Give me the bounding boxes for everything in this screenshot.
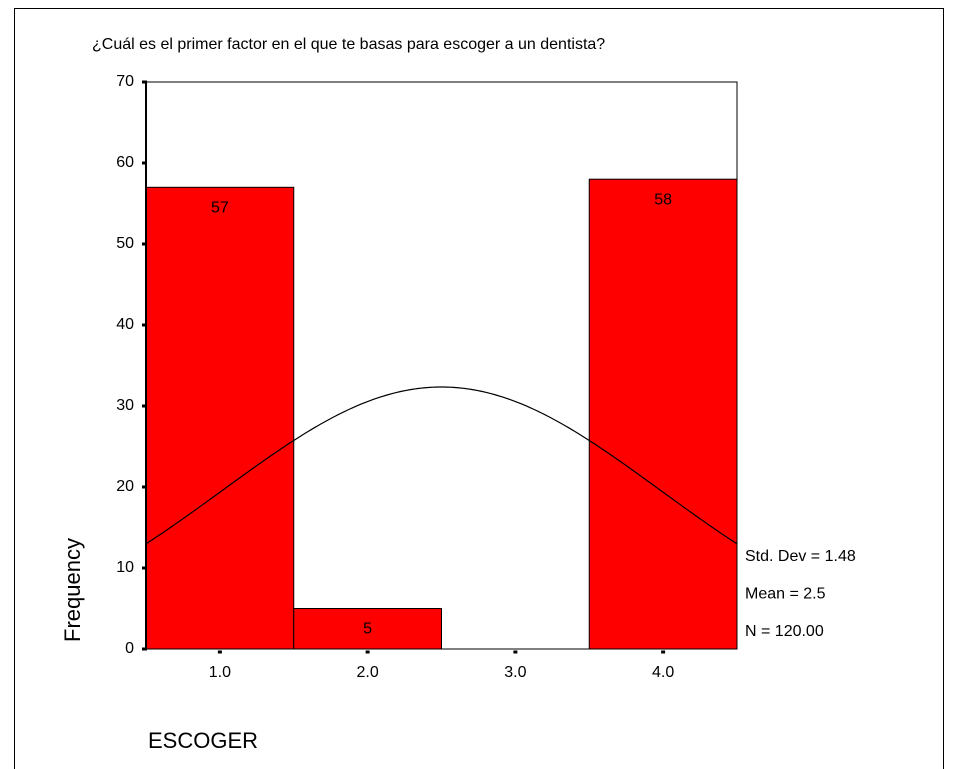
x-axis-label: ESCOGER: [148, 728, 258, 753]
y-tick-label: 10: [116, 559, 134, 576]
y-tick-label: 60: [116, 154, 134, 171]
bar: [145, 186, 295, 650]
y-axis-label: Frequency: [60, 538, 85, 642]
y-tick-label: 50: [116, 235, 134, 252]
data-label: 57: [211, 200, 229, 217]
bar: [588, 178, 738, 650]
x-tick-label: 3.0: [504, 664, 526, 681]
normal-curve: [145, 386, 738, 545]
y-tick-label: 40: [116, 316, 134, 333]
bar: [293, 608, 442, 650]
x-tick-label: 2.0: [357, 664, 379, 681]
data-label: 58: [654, 191, 672, 208]
data-label: 5: [363, 621, 372, 638]
y-tick-label: 70: [116, 73, 134, 90]
y-tick-label: 30: [116, 397, 134, 414]
y-tick-label: 20: [116, 478, 134, 495]
x-tick-label: 1.0: [209, 664, 231, 681]
stat-label: N = 120.00: [745, 623, 824, 640]
chart-title: ¿Cuál es el primer factor en el que te b…: [92, 36, 605, 53]
stat-label: Std. Dev = 1.48: [745, 548, 856, 565]
stat-label: Mean = 2.5: [745, 586, 826, 603]
y-tick-label: 0: [125, 640, 134, 657]
x-tick-label: 4.0: [652, 664, 674, 681]
